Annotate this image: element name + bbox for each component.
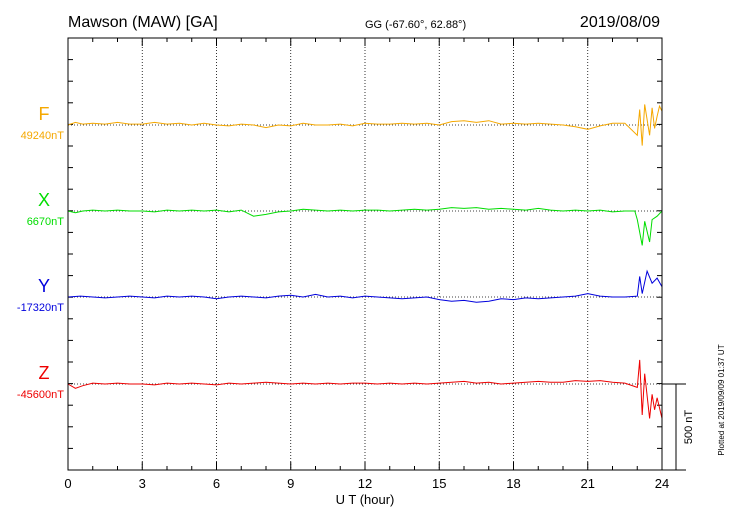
component-labels: F 49240nT X 6670nT Y -17320nT Z -45600nT (17, 104, 64, 401)
x-tick-label: 24 (655, 476, 669, 491)
plot-date: 2019/08/09 (580, 14, 660, 31)
data-series (67, 104, 663, 419)
x-tick-label: 18 (506, 476, 520, 491)
series-name-f: F (39, 104, 50, 124)
baseline-value-x: 6670nT (27, 216, 65, 228)
x-tick-label: 3 (139, 476, 146, 491)
series-line-f (67, 104, 663, 146)
x-tick-label: 21 (581, 476, 595, 491)
scale-bar-label: 500 nT (683, 410, 695, 445)
axis-ticks (67, 38, 663, 470)
plotted-timestamp: Plotted at 2019/09/09 01:37 UT (717, 344, 726, 455)
series-line-z (67, 359, 663, 419)
series-name-x: X (38, 190, 50, 210)
x-tick-label: 0 (64, 476, 71, 491)
x-tick-label: 12 (358, 476, 372, 491)
vertical-gridlines (141, 38, 589, 470)
scale-bar (662, 383, 686, 471)
baseline-value-f: 49240nT (21, 130, 65, 142)
x-tick-labels: 0 3 6 9 12 15 18 21 24 (64, 476, 669, 491)
station-coordinates: GG (-67.60°, 62.88°) (365, 19, 466, 31)
x-tick-label: 6 (213, 476, 220, 491)
series-name-z: Z (39, 363, 50, 383)
series-line-y (67, 269, 663, 303)
plot-frame (67, 37, 663, 471)
series-name-y: Y (38, 276, 50, 296)
x-tick-label: 15 (432, 476, 446, 491)
station-title: Mawson (MAW) [GA] (68, 14, 218, 31)
x-axis-label: U T (hour) (336, 492, 395, 507)
baseline-value-z: -45600nT (17, 389, 64, 401)
x-tick-label: 9 (287, 476, 294, 491)
series-line-x (67, 207, 663, 246)
baseline-value-y: -17320nT (17, 302, 64, 314)
